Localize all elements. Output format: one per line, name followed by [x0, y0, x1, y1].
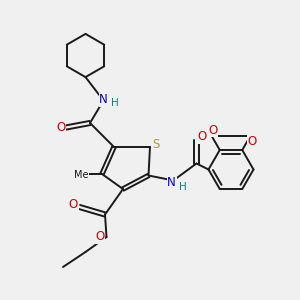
Text: O: O	[208, 124, 217, 137]
Text: O: O	[248, 135, 256, 148]
Text: H: H	[179, 182, 187, 192]
Text: O: O	[69, 197, 78, 211]
Text: S: S	[152, 137, 160, 151]
Text: N: N	[99, 93, 108, 106]
Text: O: O	[95, 230, 104, 244]
Text: H: H	[111, 98, 119, 108]
Text: O: O	[198, 130, 207, 143]
Text: O: O	[56, 121, 65, 134]
Text: Me: Me	[74, 170, 88, 181]
Text: N: N	[167, 176, 176, 190]
